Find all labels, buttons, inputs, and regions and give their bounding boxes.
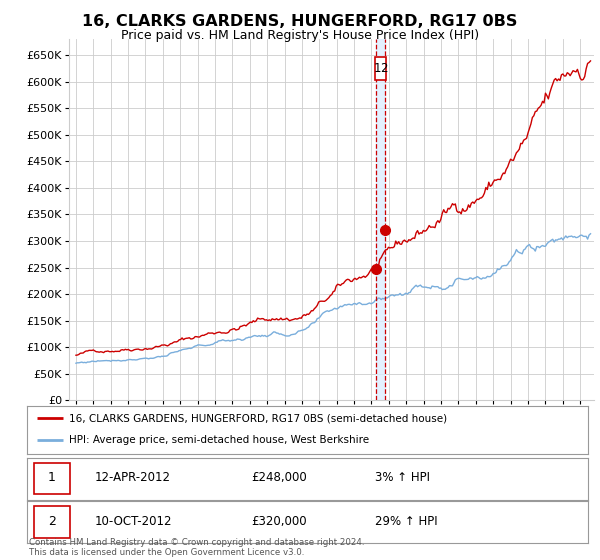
Text: £248,000: £248,000 (251, 471, 307, 484)
Text: 1: 1 (48, 471, 56, 484)
Bar (34, 506, 70, 538)
Text: 16, CLARKS GARDENS, HUNGERFORD, RG17 0BS (semi-detached house): 16, CLARKS GARDENS, HUNGERFORD, RG17 0BS… (69, 413, 447, 423)
Text: Contains HM Land Registry data © Crown copyright and database right 2024.
This d: Contains HM Land Registry data © Crown c… (29, 538, 364, 557)
Bar (375, 57, 386, 80)
Bar (34, 463, 70, 494)
Text: HPI: Average price, semi-detached house, West Berkshire: HPI: Average price, semi-detached house,… (69, 435, 369, 445)
Text: 12-APR-2012: 12-APR-2012 (94, 471, 170, 484)
Text: 1: 1 (373, 62, 381, 75)
Text: 16, CLARKS GARDENS, HUNGERFORD, RG17 0BS: 16, CLARKS GARDENS, HUNGERFORD, RG17 0BS (82, 14, 518, 29)
Text: 2: 2 (48, 515, 56, 528)
Text: 10-OCT-2012: 10-OCT-2012 (94, 515, 172, 528)
Text: £320,000: £320,000 (251, 515, 307, 528)
Text: 2: 2 (380, 62, 388, 75)
Text: Price paid vs. HM Land Registry's House Price Index (HPI): Price paid vs. HM Land Registry's House … (121, 29, 479, 42)
Bar (376, 39, 385, 400)
Text: 3% ↑ HPI: 3% ↑ HPI (375, 471, 430, 484)
Text: 29% ↑ HPI: 29% ↑ HPI (375, 515, 437, 528)
